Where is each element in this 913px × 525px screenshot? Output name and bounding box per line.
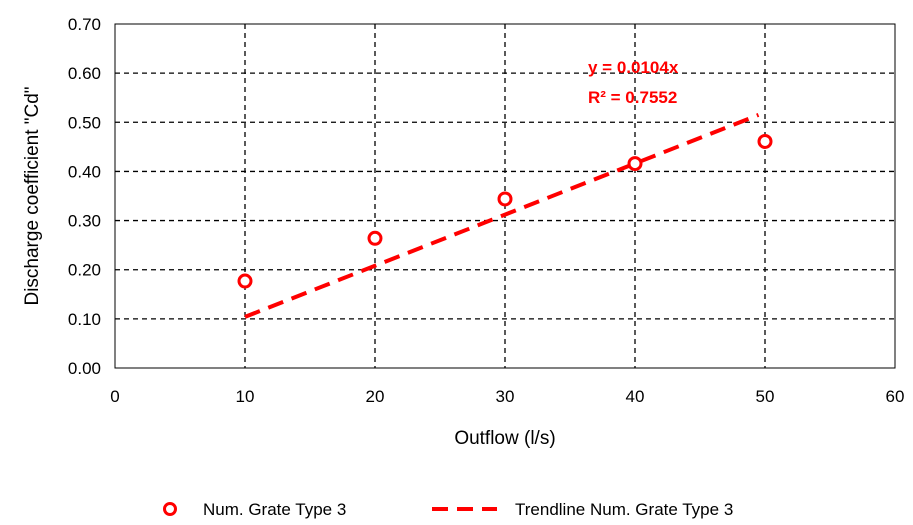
trendline-equation: y = 0.0104x xyxy=(588,58,679,77)
y-tick-label: 0.50 xyxy=(68,113,101,132)
x-tick-label: 50 xyxy=(756,387,775,406)
data-point xyxy=(237,273,253,289)
x-tick-label: 0 xyxy=(110,387,119,406)
x-axis-label: Outflow (l/s) xyxy=(454,428,555,449)
legend-label-trendline: Trendline Num. Grate Type 3 xyxy=(515,500,733,519)
y-tick-label: 0.70 xyxy=(68,15,101,34)
y-tick-label: 0.60 xyxy=(68,64,101,83)
y-axis-label: Discharge coefficient "Cd" xyxy=(22,86,43,305)
y-tick-label: 0.10 xyxy=(68,310,101,329)
x-tick-label: 30 xyxy=(496,387,515,406)
x-tick-label: 10 xyxy=(236,387,255,406)
data-point xyxy=(627,156,643,172)
legend: Num. Grate Type 3 Trendline Num. Grate T… xyxy=(163,500,733,519)
x-tick-label: 40 xyxy=(626,387,645,406)
legend-label-scatter: Num. Grate Type 3 xyxy=(203,500,346,519)
tick-labels: 0 10 20 30 40 50 60 0.00 0.10 0.20 0.30 0.40 0.50 0.6… xyxy=(68,15,905,406)
y-tick-label: 0.20 xyxy=(68,261,101,280)
x-tick-label: 20 xyxy=(366,387,385,406)
y-tick-label: 0.40 xyxy=(68,162,101,181)
y-tick-label: 0.00 xyxy=(68,359,101,378)
grid-layer xyxy=(115,24,895,368)
trendline-r-squared: R² = 0.7552 xyxy=(588,88,677,107)
plot-frame xyxy=(114,23,896,369)
trendline xyxy=(244,113,760,319)
legend-marker-circle-icon xyxy=(163,502,177,516)
data-point xyxy=(367,230,383,246)
series-layer xyxy=(237,113,773,319)
data-point xyxy=(497,191,513,207)
x-tick-label: 60 xyxy=(886,387,905,406)
data-point xyxy=(757,133,773,149)
y-tick-label: 0.30 xyxy=(68,212,101,231)
